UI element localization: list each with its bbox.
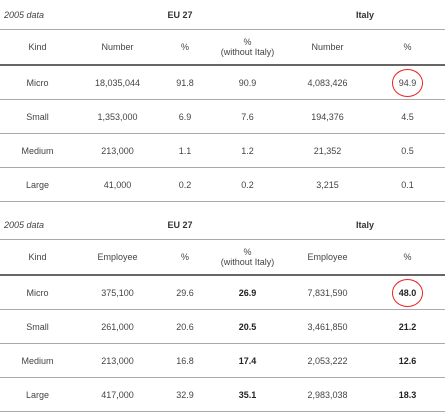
cell: 3,215	[285, 167, 371, 202]
cell: 21.2	[370, 309, 445, 344]
cell: 12.6	[370, 343, 445, 378]
column-header-row: Kind Employee%% (without Italy) Employee%	[0, 239, 445, 276]
group-header: EU 27	[75, 210, 286, 240]
group-header: EU 27	[75, 0, 286, 30]
cell: 213,000	[75, 133, 160, 168]
cell: 18,035,044	[75, 65, 160, 100]
column-header: Number	[75, 29, 160, 66]
cell: 32.9	[160, 377, 210, 412]
circled-cell: 94.9	[391, 68, 424, 97]
cell: Medium	[0, 133, 75, 168]
cell: 48.0	[370, 275, 445, 310]
group-header: Italy	[285, 210, 445, 240]
cell: 6.9	[160, 99, 210, 134]
cell: 417,000	[75, 377, 160, 412]
column-header: Employee	[75, 239, 160, 276]
cell: Small	[0, 309, 75, 344]
column-header: %	[160, 29, 210, 66]
column-header: %	[160, 239, 210, 276]
cell: 20.6	[160, 309, 210, 344]
group-header-row: 2005 data EU 27 Italy	[0, 0, 445, 30]
column-header: Kind	[0, 29, 75, 66]
cell: 194,376	[285, 99, 371, 134]
cell: 21,352	[285, 133, 371, 168]
cell: 17.4	[210, 343, 286, 378]
cell: Micro	[0, 275, 75, 310]
table-title: 2005 data	[0, 0, 75, 30]
cell: Medium	[0, 343, 75, 378]
cell: 261,000	[75, 309, 160, 344]
data-table: 2005 data EU 27 Italy Kind Employee%% (witho…	[0, 210, 445, 412]
cell: 0.1	[370, 167, 445, 202]
cell: 35.1	[210, 377, 286, 412]
table-row: Medium 213,000 16.8 17.4 2,053,222 12.6	[0, 343, 445, 378]
cell: Large	[0, 377, 75, 412]
column-header: % (without Italy)	[210, 29, 286, 66]
cell: 0.2	[210, 167, 286, 202]
column-header: Kind	[0, 239, 75, 276]
circled-cell: 48.0	[391, 278, 424, 307]
cell: 213,000	[75, 343, 160, 378]
cell: 2,983,038	[285, 377, 371, 412]
cell: 4,083,426	[285, 65, 371, 100]
cell: 18.3	[370, 377, 445, 412]
cell: 0.2	[160, 167, 210, 202]
cell: 16.8	[160, 343, 210, 378]
cell: Large	[0, 167, 75, 202]
cell: 1,353,000	[75, 99, 160, 134]
table-row: Medium 213,000 1.1 1.2 21,352 0.5	[0, 133, 445, 168]
cell: 7,831,590	[285, 275, 371, 310]
table-row: Micro 18,035,044 91.8 90.9 4,083,426 94.9	[0, 65, 445, 100]
cell: 3,461,850	[285, 309, 371, 344]
cell: 91.8	[160, 65, 210, 100]
cell: 41,000	[75, 167, 160, 202]
cell: 375,100	[75, 275, 160, 310]
group-header-row: 2005 data EU 27 Italy	[0, 210, 445, 240]
cell: Micro	[0, 65, 75, 100]
cell: 2,053,222	[285, 343, 371, 378]
column-header: Employee	[285, 239, 371, 276]
table-row: Large 41,000 0.2 0.2 3,215 0.1	[0, 167, 445, 202]
table-row: Micro 375,100 29.6 26.9 7,831,590 48.0	[0, 275, 445, 310]
cell: 20.5	[210, 309, 286, 344]
cell: 1.2	[210, 133, 286, 168]
table-title: 2005 data	[0, 210, 75, 240]
column-header-row: Kind Number%% (without Italy) Number%	[0, 29, 445, 66]
column-header: Number	[285, 29, 371, 66]
cell: 4.5	[370, 99, 445, 134]
cell: 29.6	[160, 275, 210, 310]
cell: 0.5	[370, 133, 445, 168]
cell: 94.9	[370, 65, 445, 100]
cell: 1.1	[160, 133, 210, 168]
group-header: Italy	[285, 0, 445, 30]
column-header: % (without Italy)	[210, 239, 286, 276]
cell: 7.6	[210, 99, 286, 134]
column-header: %	[370, 29, 445, 66]
column-header: %	[370, 239, 445, 276]
cell: Small	[0, 99, 75, 134]
table-row: Large 417,000 32.9 35.1 2,983,038 18.3	[0, 377, 445, 412]
data-table: 2005 data EU 27 Italy Kind Number%% (without…	[0, 0, 445, 202]
cell: 90.9	[210, 65, 286, 100]
table-row: Small 261,000 20.6 20.5 3,461,850 21.2	[0, 309, 445, 344]
table-row: Small 1,353,000 6.9 7.6 194,376 4.5	[0, 99, 445, 134]
cell: 26.9	[210, 275, 286, 310]
